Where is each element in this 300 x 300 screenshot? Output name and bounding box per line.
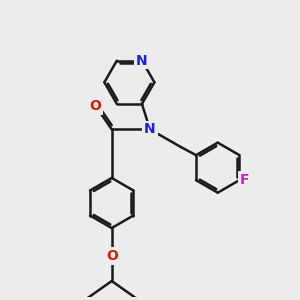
- Text: F: F: [240, 173, 249, 187]
- Text: O: O: [90, 99, 101, 113]
- Text: O: O: [106, 249, 118, 263]
- Text: N: N: [136, 54, 148, 68]
- Text: N: N: [144, 122, 156, 136]
